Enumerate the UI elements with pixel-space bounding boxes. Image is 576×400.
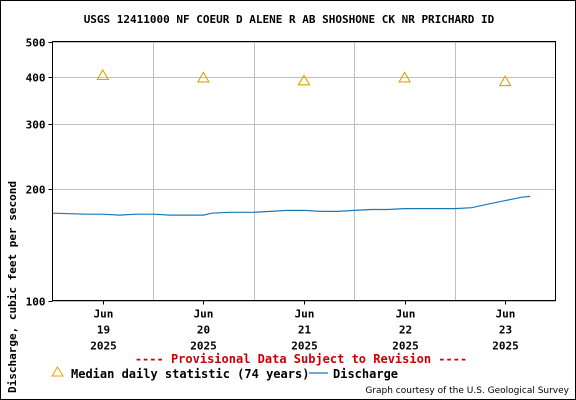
discharge-line — [52, 195, 531, 216]
x-tick-day: 19 — [97, 324, 110, 337]
median-marker — [498, 75, 512, 87]
median-marker — [96, 68, 110, 81]
x-tick-year: 2025 — [492, 340, 519, 353]
plot-border — [52, 41, 556, 301]
legend-median-marker — [51, 366, 64, 377]
x-tick-month: Jun — [496, 308, 516, 321]
provisional-note: ---- Provisional Data Subject to Revisio… — [134, 352, 468, 366]
x-tick-month: Jun — [194, 308, 214, 321]
x-tick-day: 22 — [399, 324, 412, 337]
y-tick-label: 400 — [26, 72, 46, 85]
x-tick-month: Jun — [396, 308, 416, 321]
x-tick-day: 21 — [298, 324, 312, 337]
y-tick-label: 500 — [26, 37, 46, 50]
median-marker — [398, 71, 412, 83]
legend — [51, 366, 328, 377]
x-tick-month: Jun — [295, 308, 315, 321]
credit-text: Graph courtesy of the U.S. Geological Su… — [365, 386, 569, 396]
x-tick-year: 2025 — [190, 340, 217, 353]
y-tick-label: 200 — [26, 184, 46, 197]
y-tick-label: 100 — [26, 296, 46, 309]
x-tick-day: 20 — [197, 324, 210, 337]
legend-discharge-label: Discharge — [333, 367, 399, 381]
x-tick-year: 2025 — [291, 340, 318, 353]
grid-lines — [52, 41, 556, 302]
x-tick-month: Jun — [94, 308, 114, 321]
y-tick-label: 300 — [26, 119, 46, 132]
median-marker — [196, 71, 210, 83]
x-tick-year: 2025 — [90, 340, 117, 353]
legend-median-label: Median daily statistic (74 years) — [71, 367, 310, 381]
median-marker — [297, 74, 311, 86]
axis-labels: 100 200 300 400 500 Jun 19 2025 Jun 20 2025 Jun 21 20… — [26, 37, 519, 353]
x-tick-day: 23 — [499, 324, 512, 337]
chart-title: USGS 12411000 NF COEUR D ALENE R AB SHOS… — [83, 13, 495, 26]
x-tick-year: 2025 — [392, 340, 419, 353]
series-layer — [52, 68, 531, 216]
